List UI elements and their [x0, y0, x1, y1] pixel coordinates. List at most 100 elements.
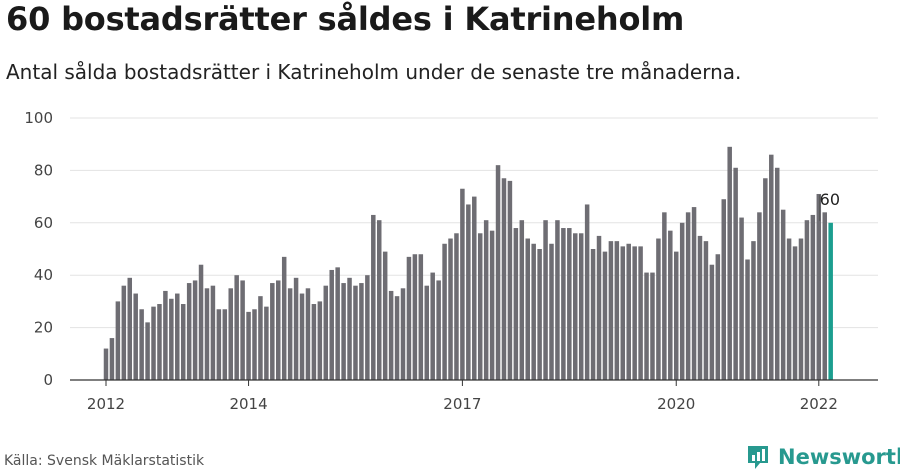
- bar: [477, 233, 483, 380]
- source-note: Källa: Svensk Mäklarstatistik: [4, 453, 205, 469]
- x-tick-label: 2020: [657, 395, 695, 413]
- bar: [537, 249, 542, 380]
- bar: [620, 246, 626, 380]
- bar: [644, 272, 649, 380]
- bar: [810, 214, 816, 380]
- bar: [632, 246, 637, 380]
- bar: [573, 233, 578, 380]
- bar: [234, 275, 239, 380]
- bar: [454, 233, 459, 380]
- bar: [222, 309, 228, 380]
- bar: [228, 288, 233, 380]
- bar: [614, 241, 620, 380]
- y-tick-label: 100: [24, 109, 53, 127]
- bar: [406, 256, 412, 380]
- bar: [816, 193, 822, 380]
- brand-name: Newsworthy: [778, 445, 900, 469]
- bar: [584, 204, 590, 380]
- x-tick-label: 2012: [87, 395, 125, 413]
- y-tick-label: 20: [34, 319, 53, 337]
- bar: [638, 246, 643, 380]
- bar: [590, 249, 596, 380]
- bar: [359, 283, 364, 380]
- bar: [495, 165, 501, 380]
- bar: [543, 220, 548, 380]
- bar: [163, 290, 168, 380]
- bar: [317, 301, 323, 380]
- bar: [371, 214, 376, 380]
- bar: [394, 296, 400, 380]
- bar: [353, 285, 358, 380]
- y-tick-label: 60: [34, 214, 53, 232]
- bar: [650, 272, 655, 380]
- bar: [418, 254, 424, 380]
- bar: [673, 251, 679, 380]
- bar: [121, 285, 127, 380]
- y-tick-label: 80: [34, 161, 53, 179]
- bar: [798, 238, 804, 380]
- bar: [347, 277, 352, 380]
- bar: [115, 301, 121, 380]
- bar: [365, 275, 370, 380]
- bar: [774, 167, 780, 380]
- bar: [525, 238, 530, 380]
- bar: [739, 217, 744, 380]
- bar: [388, 290, 394, 380]
- bar: [299, 293, 305, 380]
- bar: [489, 230, 495, 380]
- bar: [757, 212, 762, 380]
- bar: [792, 246, 798, 380]
- bar: [519, 220, 525, 380]
- bar: [192, 280, 198, 380]
- brand-logo[interactable]: Newsworthy: [744, 442, 900, 472]
- bar: [679, 222, 685, 380]
- bar: [376, 220, 382, 380]
- bar: [287, 288, 293, 380]
- bar: [626, 243, 631, 380]
- bar: [276, 280, 281, 380]
- x-tick-label: 2014: [229, 395, 267, 413]
- bar: [602, 251, 608, 380]
- bar: [216, 309, 222, 380]
- bar: [608, 241, 614, 380]
- bar: [240, 280, 245, 380]
- bar: [715, 254, 721, 380]
- bar: [400, 288, 406, 380]
- y-tick-label: 40: [34, 266, 53, 284]
- bar: [501, 178, 507, 380]
- newsworthy-logo-icon: [748, 446, 768, 469]
- bar: [169, 298, 174, 380]
- bar: [466, 204, 471, 380]
- bar: [175, 293, 180, 380]
- bar: [472, 196, 477, 380]
- bar: [703, 241, 709, 380]
- bar: [204, 288, 210, 380]
- bar: [329, 269, 334, 380]
- annotation-label: 60: [820, 190, 840, 209]
- bar: [745, 259, 750, 380]
- bar: [151, 306, 156, 380]
- bar: [786, 238, 792, 380]
- bar: [804, 220, 810, 380]
- bar: [763, 178, 768, 380]
- chart-subtitle: Antal sålda bostadsrätter i Katrineholm …: [6, 60, 742, 84]
- bar: [555, 220, 560, 380]
- chart-title: 60 bostadsrätter såldes i Katrineholm: [6, 0, 685, 38]
- y-tick-label: 0: [43, 371, 53, 389]
- bar: [668, 230, 673, 380]
- x-tick-label: 2017: [443, 395, 481, 413]
- bar: [210, 285, 216, 380]
- bar: [258, 296, 263, 380]
- bar: [685, 212, 691, 380]
- bar: [769, 154, 774, 380]
- bar: [133, 293, 138, 380]
- bar: [145, 322, 150, 380]
- bar: [270, 283, 275, 380]
- bar: [157, 304, 162, 380]
- bar: [567, 228, 572, 380]
- bar: [578, 233, 584, 380]
- bar: [127, 277, 133, 380]
- bar: [430, 272, 435, 380]
- bar: [103, 348, 109, 380]
